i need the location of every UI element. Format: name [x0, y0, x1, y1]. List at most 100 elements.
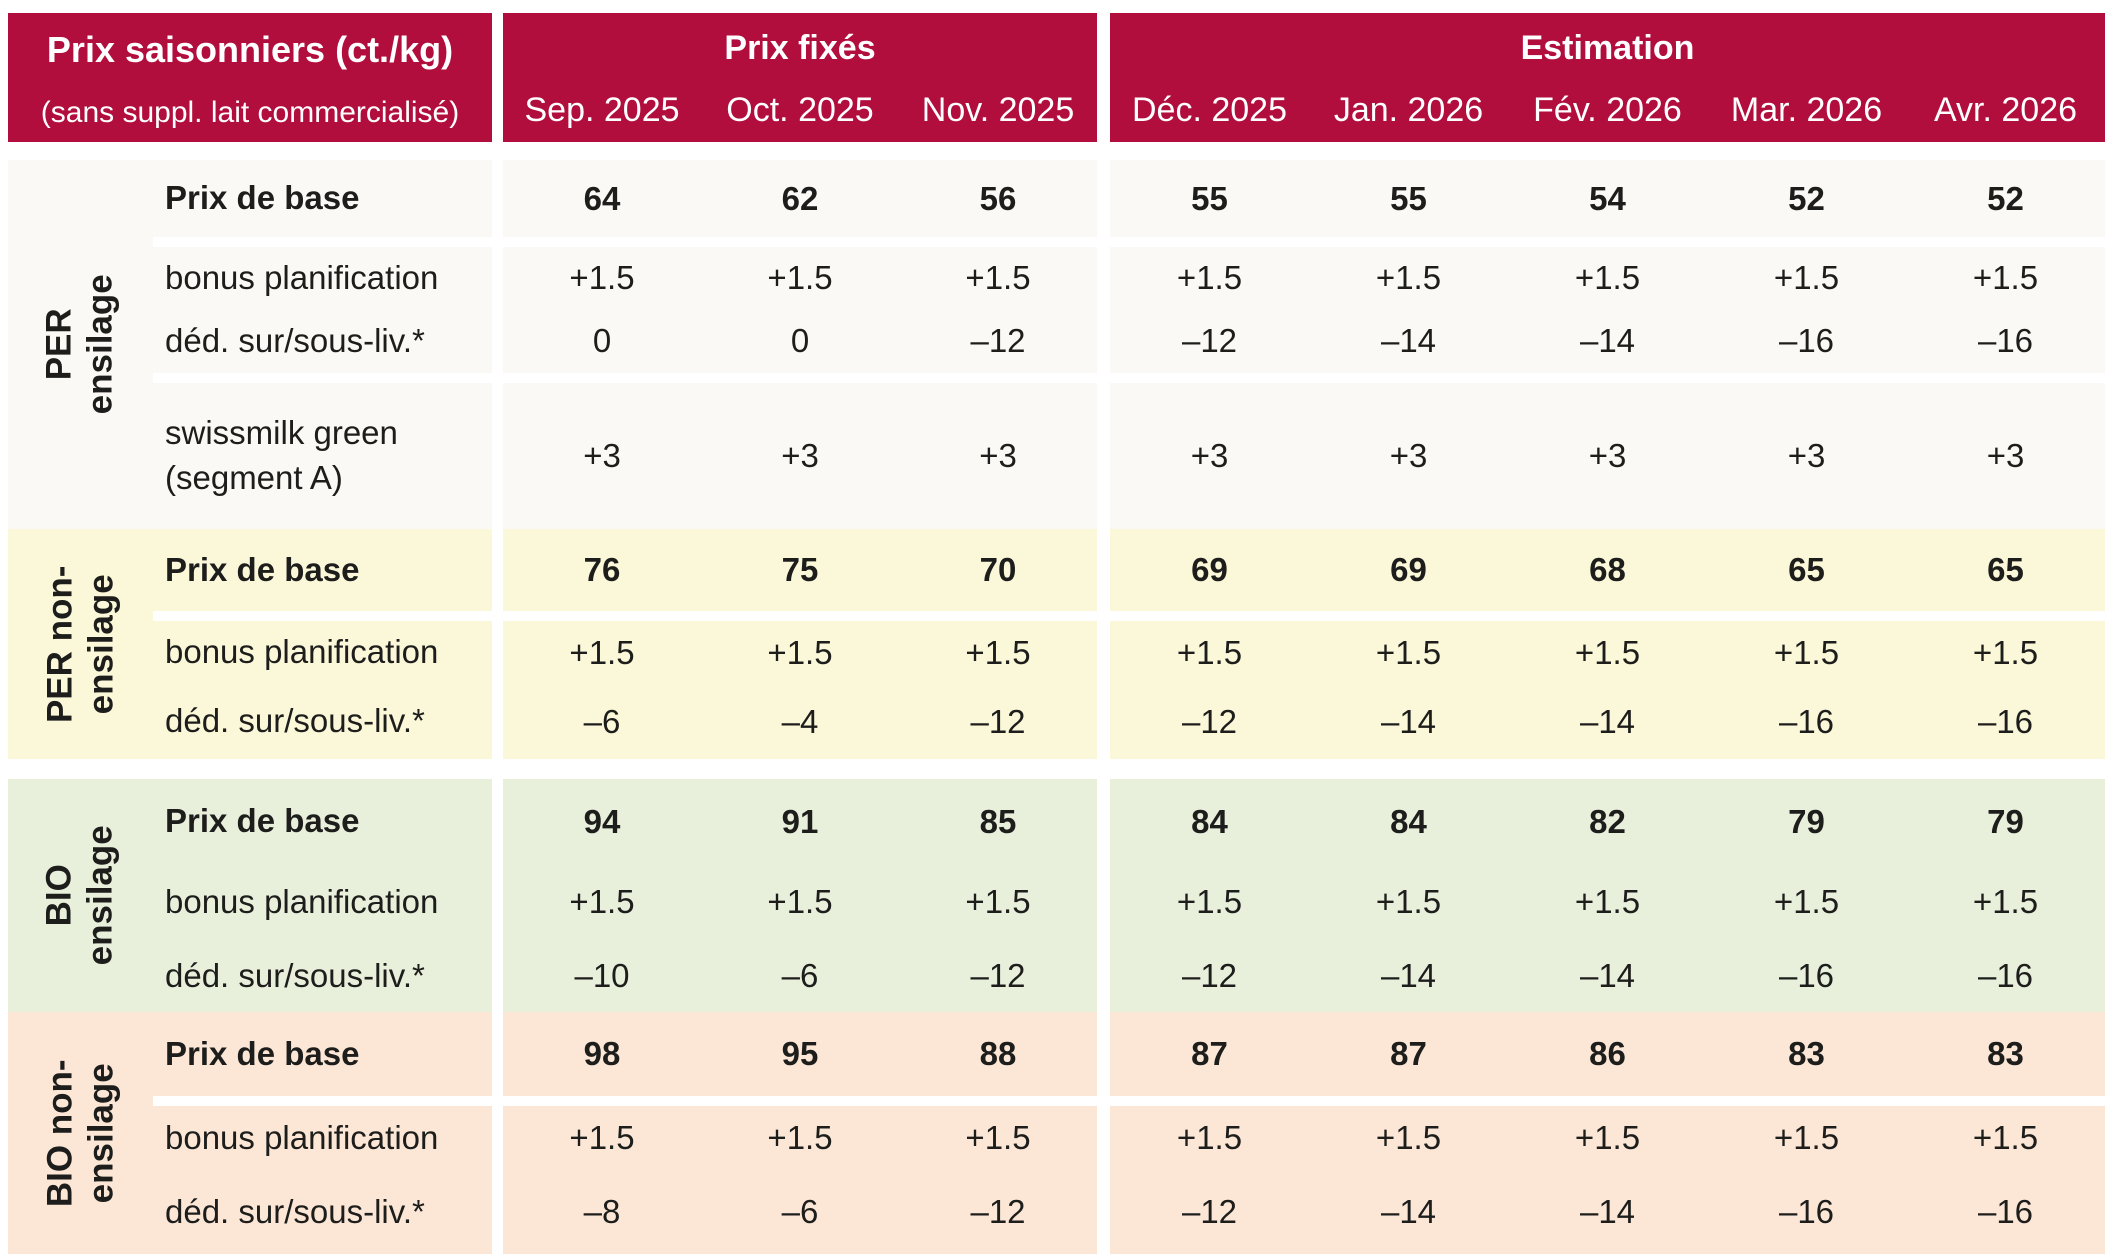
value-cell: +1.5	[1110, 621, 1309, 684]
value-cell: +1.5	[503, 864, 701, 940]
estimation-label: Estimation	[1520, 29, 1695, 67]
value-cell: –16	[1906, 1170, 2105, 1254]
column-gap	[492, 247, 503, 309]
value-cell: 0	[503, 309, 701, 373]
month-header: Oct. 2025	[726, 91, 874, 129]
row-separator	[153, 237, 2105, 247]
value-cell: –16	[1906, 309, 2105, 373]
row-label-line: Prix de base	[165, 1034, 360, 1072]
value-cell: +1.5	[1508, 864, 1707, 940]
row-label: Prix de base	[153, 160, 492, 237]
table-row: déd. sur/sous-liv.* 0 0 –12 –12 –14 –14 –16 –16	[153, 309, 2105, 373]
value-cell: –16	[1906, 684, 2105, 759]
fixed-prices-label: Prix fixés	[724, 29, 876, 67]
value-cell: 94	[503, 779, 701, 864]
value-cell: –14	[1508, 684, 1707, 759]
value-cell: –14	[1508, 1170, 1707, 1254]
column-gap	[1097, 529, 1110, 611]
row-label: Prix de base	[153, 1012, 492, 1096]
group-label-line: ensilage	[81, 825, 121, 966]
value-cell: +1.5	[1309, 1106, 1508, 1170]
column-gap	[1097, 1012, 1110, 1096]
value-cell: 69	[1110, 529, 1309, 611]
row-label: Prix de base	[153, 779, 492, 864]
column-gap	[1097, 864, 1110, 940]
value-cell: 62	[701, 160, 899, 237]
value-cell: 52	[1707, 160, 1906, 237]
column-gap	[1097, 940, 1110, 1012]
table-row: bonus planification +1.5 +1.5 +1.5 +1.5 +1.5 +…	[153, 864, 2105, 940]
value-cell: 64	[503, 160, 701, 237]
table-row: Prix de base 64 62 56 55 55 54 52 52	[153, 160, 2105, 237]
value-cell: –14	[1309, 940, 1508, 1012]
value-cell: 69	[1309, 529, 1508, 611]
section-rows: Prix de base 94 91 85 84 84 82 79 79 bonus planif…	[153, 779, 2105, 1012]
page-subtitle: (sans suppl. lait commercialisé)	[40, 96, 460, 129]
group-label: BIO ensilage	[39, 825, 122, 965]
table-row: déd. sur/sous-liv.* –6 –4 –12 –12 –14 –14 –16 –1…	[153, 684, 2105, 759]
value-cell: +1.5	[503, 1106, 701, 1170]
group-label: BIO non-ensilage	[39, 1059, 122, 1207]
column-gap	[1097, 621, 1110, 684]
row-label: déd. sur/sous-liv.*	[153, 1170, 492, 1254]
value-cell: +3	[1508, 383, 1707, 529]
value-cell: 65	[1707, 529, 1906, 611]
table-row: swissmilk green (segment A) +3 +3 +3 +3 +3 +3 +3…	[153, 383, 2105, 529]
group-label-cell: BIO non-ensilage	[8, 1012, 153, 1254]
value-cell: +1.5	[1110, 247, 1309, 309]
section-rows: Prix de base 64 62 56 55 55 54 52 52 bonus planif…	[153, 160, 2105, 529]
row-label: déd. sur/sous-liv.*	[153, 940, 492, 1012]
value-cell: –16	[1707, 940, 1906, 1012]
column-gap	[1097, 309, 1110, 373]
estimation-months-row: Déc. 2025 Jan. 2026 Fév. 2026 Mar. 2026 …	[1110, 91, 2105, 130]
value-cell: +1.5	[1110, 1106, 1309, 1170]
row-separator	[153, 611, 2105, 621]
value-cell: –14	[1309, 309, 1508, 373]
group-label-line: ensilage	[81, 1062, 121, 1204]
value-cell: 55	[1309, 160, 1508, 237]
value-cell: –6	[503, 684, 701, 759]
column-gap	[492, 1012, 503, 1096]
column-gap	[1097, 779, 1110, 864]
section-per-non-ensilage: PER non-ensilage Prix de base 76 75 70 69 69 68…	[8, 529, 2105, 759]
value-cell: +1.5	[701, 864, 899, 940]
row-label-line: Prix de base	[165, 802, 360, 840]
section-bio-ensilage: BIO ensilage Prix de base 94 91 85 84 84 82 79 79 b…	[8, 779, 2105, 1012]
column-gap	[492, 383, 503, 529]
value-cell: 87	[1309, 1012, 1508, 1096]
value-cell: –12	[1110, 1170, 1309, 1254]
value-cell: 83	[1906, 1012, 2105, 1096]
row-label-line: swissmilk green	[165, 414, 398, 452]
value-cell: –12	[899, 684, 1097, 759]
table-row: déd. sur/sous-liv.* –10 –6 –12 –12 –14 –14 –16–…	[153, 940, 2105, 1012]
value-cell: –12	[1110, 940, 1309, 1012]
section-rows: Prix de base 98 95 88 87 87 86 83 83 bonus planif…	[153, 1012, 2105, 1254]
column-gap	[492, 1170, 503, 1254]
value-cell: +1.5	[1707, 247, 1906, 309]
value-cell: 55	[1110, 160, 1309, 237]
month-header: Jan. 2026	[1333, 91, 1484, 129]
group-label-line: ensilage	[81, 274, 121, 415]
table-row: Prix de base 98 95 88 87 87 86 83 83	[153, 1012, 2105, 1096]
column-gap	[492, 309, 503, 373]
value-cell: +3	[899, 383, 1097, 529]
group-label-line: PER	[40, 308, 80, 381]
value-cell: –14	[1309, 684, 1508, 759]
row-label-line: bonus planification	[165, 1118, 439, 1156]
month-header: Déc. 2025	[1132, 91, 1287, 129]
column-gap	[492, 864, 503, 940]
value-cell: 56	[899, 160, 1097, 237]
value-cell: +1.5	[1309, 864, 1508, 940]
value-cell: +1.5	[1906, 621, 2105, 684]
value-cell: –12	[899, 309, 1097, 373]
row-label-line: déd. sur/sous-liv.*	[165, 1192, 425, 1230]
value-cell: +1.5	[503, 621, 701, 684]
row-label: déd. sur/sous-liv.*	[153, 684, 492, 759]
column-gap	[492, 529, 503, 611]
value-cell: +1.5	[1906, 247, 2105, 309]
column-gap	[492, 1106, 503, 1170]
fixed-prices-header: Prix fixés Sep. 2025 Oct. 2025 Nov. 2025	[503, 13, 1097, 142]
value-cell: 52	[1906, 160, 2105, 237]
table-row: bonus planification +1.5 +1.5 +1.5 +1.5 +1.5 +…	[153, 247, 2105, 309]
value-cell: +1.5	[701, 621, 899, 684]
